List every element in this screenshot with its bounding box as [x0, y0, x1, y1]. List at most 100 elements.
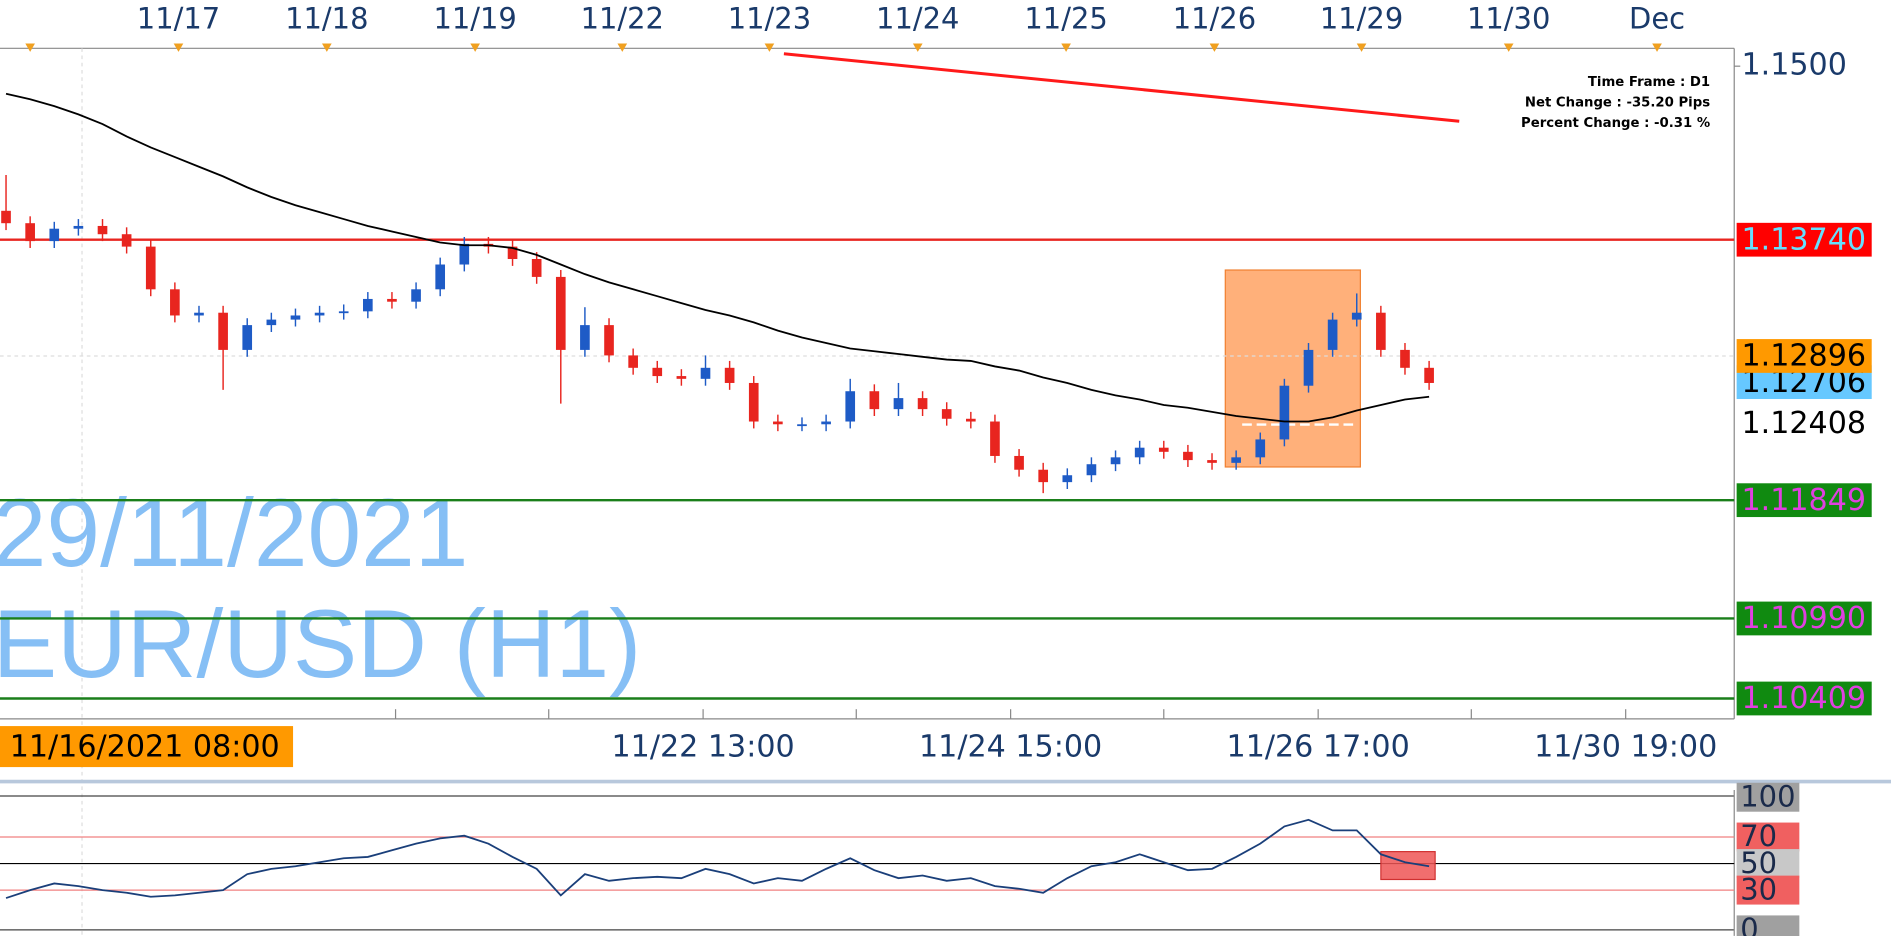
date-marker — [1652, 43, 1662, 52]
candle-body — [170, 289, 180, 316]
candle-body — [338, 311, 349, 314]
candle-body — [459, 243, 470, 265]
candle-body — [1062, 475, 1073, 483]
rsi-tick-label: 0 — [1740, 912, 1758, 936]
candle-body — [194, 312, 204, 316]
price-marker-label: 1.10990 — [1741, 601, 1866, 636]
rsi-tick-bg — [1736, 849, 1800, 879]
price-marker-bg — [1736, 339, 1872, 373]
info-text: Percent Change : -0.31 % — [1521, 116, 1710, 131]
candle-body — [1279, 385, 1290, 440]
date-marker — [912, 43, 923, 52]
candle-body — [1351, 312, 1362, 320]
time-label: 11/22 13:00 — [611, 729, 794, 764]
rsi-tick-bg — [1736, 782, 1800, 812]
date-label: 11/26 — [1173, 2, 1256, 36]
candle-body — [845, 391, 856, 422]
candle-body — [604, 325, 614, 356]
watermark: EUR/USD (H1) — [0, 591, 641, 698]
candle-body — [1424, 367, 1434, 383]
candle-body — [990, 421, 1000, 456]
info-text: Time Frame : D1 — [1588, 75, 1710, 90]
rsi-tick-label: 50 — [1740, 846, 1777, 880]
date-label: 11/30 — [1467, 2, 1550, 36]
candle-body — [1327, 319, 1338, 350]
candle-body — [1207, 460, 1217, 463]
candle-body — [652, 367, 663, 377]
candle-body — [97, 225, 108, 235]
rsi-line — [5, 818, 1430, 899]
price-marker-bg — [1736, 483, 1872, 518]
trend-line — [783, 52, 1460, 123]
candle-body — [821, 421, 831, 425]
price-marker-label: 1.12896 — [1741, 339, 1866, 374]
candle-body — [869, 391, 880, 410]
date-label: 11/25 — [1024, 2, 1107, 36]
candle-body — [435, 264, 446, 290]
price-marker-bg — [1736, 681, 1872, 716]
rsi-tick-bg — [1736, 915, 1800, 936]
date-label: 11/17 — [137, 2, 220, 36]
date-marker — [322, 43, 332, 52]
time-label: 11/16/2021 08:00 — [10, 729, 280, 764]
date-marker — [173, 43, 184, 52]
candle-body — [1014, 455, 1024, 470]
price-marker-label: 1.11849 — [1741, 483, 1866, 518]
date-marker — [1209, 43, 1220, 52]
price-marker-label: 1.13740 — [1741, 222, 1866, 257]
candle-body — [1086, 464, 1097, 476]
candle-body — [1158, 447, 1169, 452]
time-label: 11/30 19:00 — [1534, 729, 1717, 764]
candle-body — [628, 355, 638, 368]
candle-body — [507, 246, 518, 260]
candle-body — [1110, 457, 1121, 465]
candle-body — [1376, 312, 1386, 350]
candle-body — [49, 228, 60, 242]
date-marker — [470, 43, 480, 52]
candle-body — [1231, 457, 1241, 463]
y-tick-label: 1.1500 — [1741, 48, 1846, 83]
time-label: 11/24 15:00 — [919, 729, 1102, 764]
candle-body — [1, 210, 11, 224]
rsi-tick-bg — [1736, 875, 1800, 905]
date-marker — [1061, 43, 1071, 52]
candle-body — [363, 298, 373, 312]
info-text: Net Change : -35.20 Pips — [1525, 96, 1710, 111]
date-marker — [1503, 43, 1514, 52]
candle-body — [748, 382, 759, 422]
candle-body — [773, 421, 783, 425]
date-label: Dec — [1629, 2, 1685, 36]
candle-body — [676, 376, 687, 379]
highlight-box — [1224, 269, 1361, 468]
candle-body — [387, 298, 397, 302]
candle-body — [1038, 469, 1049, 483]
price-marker-bg — [1736, 222, 1872, 257]
price-marker-bg — [1736, 601, 1872, 636]
candle-body — [1183, 451, 1193, 461]
date-label: 11/18 — [285, 2, 368, 36]
date-label: 11/24 — [876, 2, 959, 36]
candle-body — [724, 367, 735, 383]
candle-body — [145, 246, 156, 290]
candle-body — [966, 418, 976, 422]
candle-body — [941, 409, 952, 419]
watermark: 29/11/2021 — [0, 480, 468, 587]
rsi-tick-bg — [1736, 822, 1800, 852]
candle-body — [266, 319, 277, 326]
candle-body — [531, 259, 542, 277]
date-label: 11/22 — [581, 2, 664, 36]
time-label: 11/26 17:00 — [1227, 729, 1410, 764]
candle-body — [1400, 349, 1410, 368]
candle-body — [25, 223, 35, 242]
candle-body — [700, 367, 711, 379]
candle-body — [797, 424, 807, 427]
candle-body — [580, 325, 590, 350]
price-marker-label: 1.10409 — [1741, 681, 1866, 716]
candle-body — [314, 312, 325, 316]
candle-body — [411, 289, 421, 302]
date-marker — [617, 43, 628, 52]
rsi-tick-label: 70 — [1740, 819, 1777, 853]
candle-body — [893, 398, 904, 410]
date-label: 11/19 — [433, 2, 516, 36]
